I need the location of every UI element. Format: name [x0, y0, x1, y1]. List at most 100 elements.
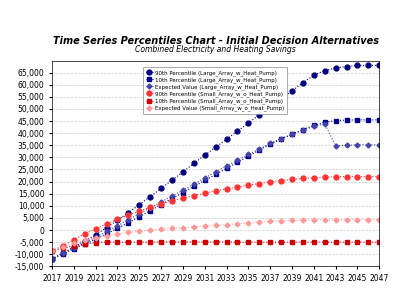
90th Percentile (Large_Array_w_Heat_Pump) — [290, 89, 295, 93]
Expected Value (Small_Array_w_o_Heat_Pump) — [137, 229, 142, 233]
90th Percentile (Large_Array_w_Heat_Pump) — [213, 145, 218, 149]
Expected Value (Large_Array_w_Heat_Pump) — [344, 144, 349, 147]
90th Percentile (Large_Array_w_Heat_Pump) — [344, 65, 349, 68]
10th Percentile (Large_Array_w_Heat_Pump) — [257, 148, 262, 152]
10th Percentile (Small_Array_w_o_Heat_Pump) — [333, 240, 338, 244]
10th Percentile (Small_Array_w_o_Heat_Pump) — [366, 240, 371, 244]
10th Percentile (Small_Array_w_o_Heat_Pump) — [50, 249, 55, 252]
90th Percentile (Small_Array_w_o_Heat_Pump) — [268, 180, 273, 184]
90th Percentile (Large_Array_w_Heat_Pump) — [126, 211, 131, 214]
10th Percentile (Small_Array_w_o_Heat_Pump) — [126, 240, 131, 244]
90th Percentile (Large_Array_w_Heat_Pump) — [191, 162, 196, 165]
10th Percentile (Small_Array_w_o_Heat_Pump) — [322, 240, 327, 244]
90th Percentile (Small_Array_w_o_Heat_Pump) — [181, 196, 185, 200]
10th Percentile (Large_Array_w_Heat_Pump) — [170, 197, 175, 200]
10th Percentile (Large_Array_w_Heat_Pump) — [213, 173, 218, 176]
Expected Value (Small_Array_w_o_Heat_Pump) — [93, 236, 98, 240]
10th Percentile (Small_Array_w_o_Heat_Pump) — [148, 240, 153, 244]
Expected Value (Large_Array_w_Heat_Pump) — [170, 194, 175, 198]
Expected Value (Large_Array_w_Heat_Pump) — [213, 170, 218, 174]
Expected Value (Large_Array_w_Heat_Pump) — [311, 125, 316, 128]
Expected Value (Small_Array_w_o_Heat_Pump) — [181, 226, 185, 229]
10th Percentile (Large_Array_w_Heat_Pump) — [311, 124, 316, 127]
10th Percentile (Large_Array_w_Heat_Pump) — [126, 221, 131, 225]
10th Percentile (Large_Array_w_Heat_Pump) — [268, 142, 273, 146]
90th Percentile (Large_Array_w_Heat_Pump) — [268, 105, 273, 108]
Expected Value (Small_Array_w_o_Heat_Pump) — [126, 231, 131, 234]
Expected Value (Small_Array_w_o_Heat_Pump) — [148, 228, 153, 232]
Expected Value (Large_Array_w_Heat_Pump) — [290, 132, 295, 136]
10th Percentile (Small_Array_w_o_Heat_Pump) — [181, 240, 185, 244]
90th Percentile (Small_Array_w_o_Heat_Pump) — [137, 209, 142, 213]
90th Percentile (Small_Array_w_o_Heat_Pump) — [213, 189, 218, 193]
90th Percentile (Large_Array_w_Heat_Pump) — [115, 218, 120, 222]
90th Percentile (Small_Array_w_o_Heat_Pump) — [191, 194, 196, 198]
90th Percentile (Large_Array_w_Heat_Pump) — [301, 81, 305, 85]
10th Percentile (Small_Array_w_o_Heat_Pump) — [311, 240, 316, 244]
90th Percentile (Small_Array_w_o_Heat_Pump) — [170, 199, 175, 203]
Expected Value (Large_Array_w_Heat_Pump) — [191, 182, 196, 186]
90th Percentile (Large_Array_w_Heat_Pump) — [322, 69, 327, 72]
Expected Value (Small_Array_w_o_Heat_Pump) — [257, 220, 262, 224]
90th Percentile (Large_Array_w_Heat_Pump) — [279, 97, 284, 101]
90th Percentile (Large_Array_w_Heat_Pump) — [50, 257, 55, 261]
Expected Value (Large_Array_w_Heat_Pump) — [224, 164, 229, 168]
10th Percentile (Large_Array_w_Heat_Pump) — [235, 160, 240, 164]
10th Percentile (Large_Array_w_Heat_Pump) — [377, 118, 382, 122]
90th Percentile (Large_Array_w_Heat_Pump) — [202, 153, 207, 157]
Expected Value (Small_Array_w_o_Heat_Pump) — [311, 218, 316, 222]
10th Percentile (Small_Array_w_o_Heat_Pump) — [115, 240, 120, 244]
Expected Value (Small_Array_w_o_Heat_Pump) — [301, 218, 305, 222]
Line: Expected Value (Small_Array_w_o_Heat_Pump): Expected Value (Small_Array_w_o_Heat_Pum… — [50, 218, 381, 252]
10th Percentile (Large_Array_w_Heat_Pump) — [333, 119, 338, 122]
90th Percentile (Large_Array_w_Heat_Pump) — [224, 137, 229, 141]
90th Percentile (Small_Array_w_o_Heat_Pump) — [290, 178, 295, 181]
10th Percentile (Large_Array_w_Heat_Pump) — [224, 167, 229, 170]
Expected Value (Large_Array_w_Heat_Pump) — [50, 257, 55, 261]
10th Percentile (Large_Array_w_Heat_Pump) — [50, 257, 55, 261]
Line: Expected Value (Large_Array_w_Heat_Pump): Expected Value (Large_Array_w_Heat_Pump) — [50, 122, 381, 261]
90th Percentile (Small_Array_w_o_Heat_Pump) — [148, 206, 153, 209]
Expected Value (Small_Array_w_o_Heat_Pump) — [202, 224, 207, 228]
Line: 10th Percentile (Small_Array_w_o_Heat_Pump): 10th Percentile (Small_Array_w_o_Heat_Pu… — [50, 240, 381, 253]
Expected Value (Small_Array_w_o_Heat_Pump) — [344, 218, 349, 222]
10th Percentile (Small_Array_w_o_Heat_Pump) — [235, 240, 240, 244]
Expected Value (Small_Array_w_o_Heat_Pump) — [322, 218, 327, 222]
90th Percentile (Large_Array_w_Heat_Pump) — [181, 170, 185, 174]
Expected Value (Small_Array_w_o_Heat_Pump) — [290, 218, 295, 222]
10th Percentile (Small_Array_w_o_Heat_Pump) — [104, 240, 109, 244]
10th Percentile (Small_Array_w_o_Heat_Pump) — [279, 240, 284, 244]
10th Percentile (Large_Array_w_Heat_Pump) — [290, 133, 295, 136]
90th Percentile (Small_Array_w_o_Heat_Pump) — [104, 222, 109, 226]
90th Percentile (Small_Array_w_o_Heat_Pump) — [344, 175, 349, 178]
90th Percentile (Small_Array_w_o_Heat_Pump) — [159, 202, 164, 206]
90th Percentile (Large_Array_w_Heat_Pump) — [333, 66, 338, 69]
Line: 10th Percentile (Large_Array_w_Heat_Pump): 10th Percentile (Large_Array_w_Heat_Pump… — [50, 118, 381, 261]
Expected Value (Small_Array_w_o_Heat_Pump) — [366, 218, 371, 222]
90th Percentile (Small_Array_w_o_Heat_Pump) — [126, 213, 131, 217]
Expected Value (Small_Array_w_o_Heat_Pump) — [61, 245, 65, 249]
10th Percentile (Large_Array_w_Heat_Pump) — [148, 209, 153, 212]
10th Percentile (Large_Array_w_Heat_Pump) — [279, 137, 284, 141]
90th Percentile (Small_Array_w_o_Heat_Pump) — [301, 177, 305, 180]
10th Percentile (Small_Array_w_o_Heat_Pump) — [191, 240, 196, 244]
90th Percentile (Small_Array_w_o_Heat_Pump) — [115, 217, 120, 221]
Text: Combined Electricity and Heating Savings: Combined Electricity and Heating Savings — [135, 45, 296, 54]
Expected Value (Large_Array_w_Heat_Pump) — [82, 241, 87, 244]
Expected Value (Small_Array_w_o_Heat_Pump) — [104, 234, 109, 238]
90th Percentile (Large_Array_w_Heat_Pump) — [246, 121, 251, 125]
Expected Value (Large_Array_w_Heat_Pump) — [126, 218, 131, 222]
90th Percentile (Large_Array_w_Heat_Pump) — [82, 239, 87, 243]
90th Percentile (Large_Array_w_Heat_Pump) — [137, 203, 142, 207]
Expected Value (Small_Array_w_o_Heat_Pump) — [235, 222, 240, 226]
Line: 90th Percentile (Large_Array_w_Heat_Pump): 90th Percentile (Large_Array_w_Heat_Pump… — [50, 63, 382, 262]
10th Percentile (Small_Array_w_o_Heat_Pump) — [257, 240, 262, 244]
10th Percentile (Small_Array_w_o_Heat_Pump) — [170, 240, 175, 244]
90th Percentile (Large_Array_w_Heat_Pump) — [104, 226, 109, 229]
Expected Value (Small_Array_w_o_Heat_Pump) — [170, 226, 175, 230]
90th Percentile (Small_Array_w_o_Heat_Pump) — [366, 175, 371, 178]
Line: 90th Percentile (Small_Array_w_o_Heat_Pump): 90th Percentile (Small_Array_w_o_Heat_Pu… — [50, 174, 382, 253]
10th Percentile (Large_Array_w_Heat_Pump) — [344, 118, 349, 122]
10th Percentile (Large_Array_w_Heat_Pump) — [191, 185, 196, 188]
90th Percentile (Large_Array_w_Heat_Pump) — [72, 245, 76, 249]
